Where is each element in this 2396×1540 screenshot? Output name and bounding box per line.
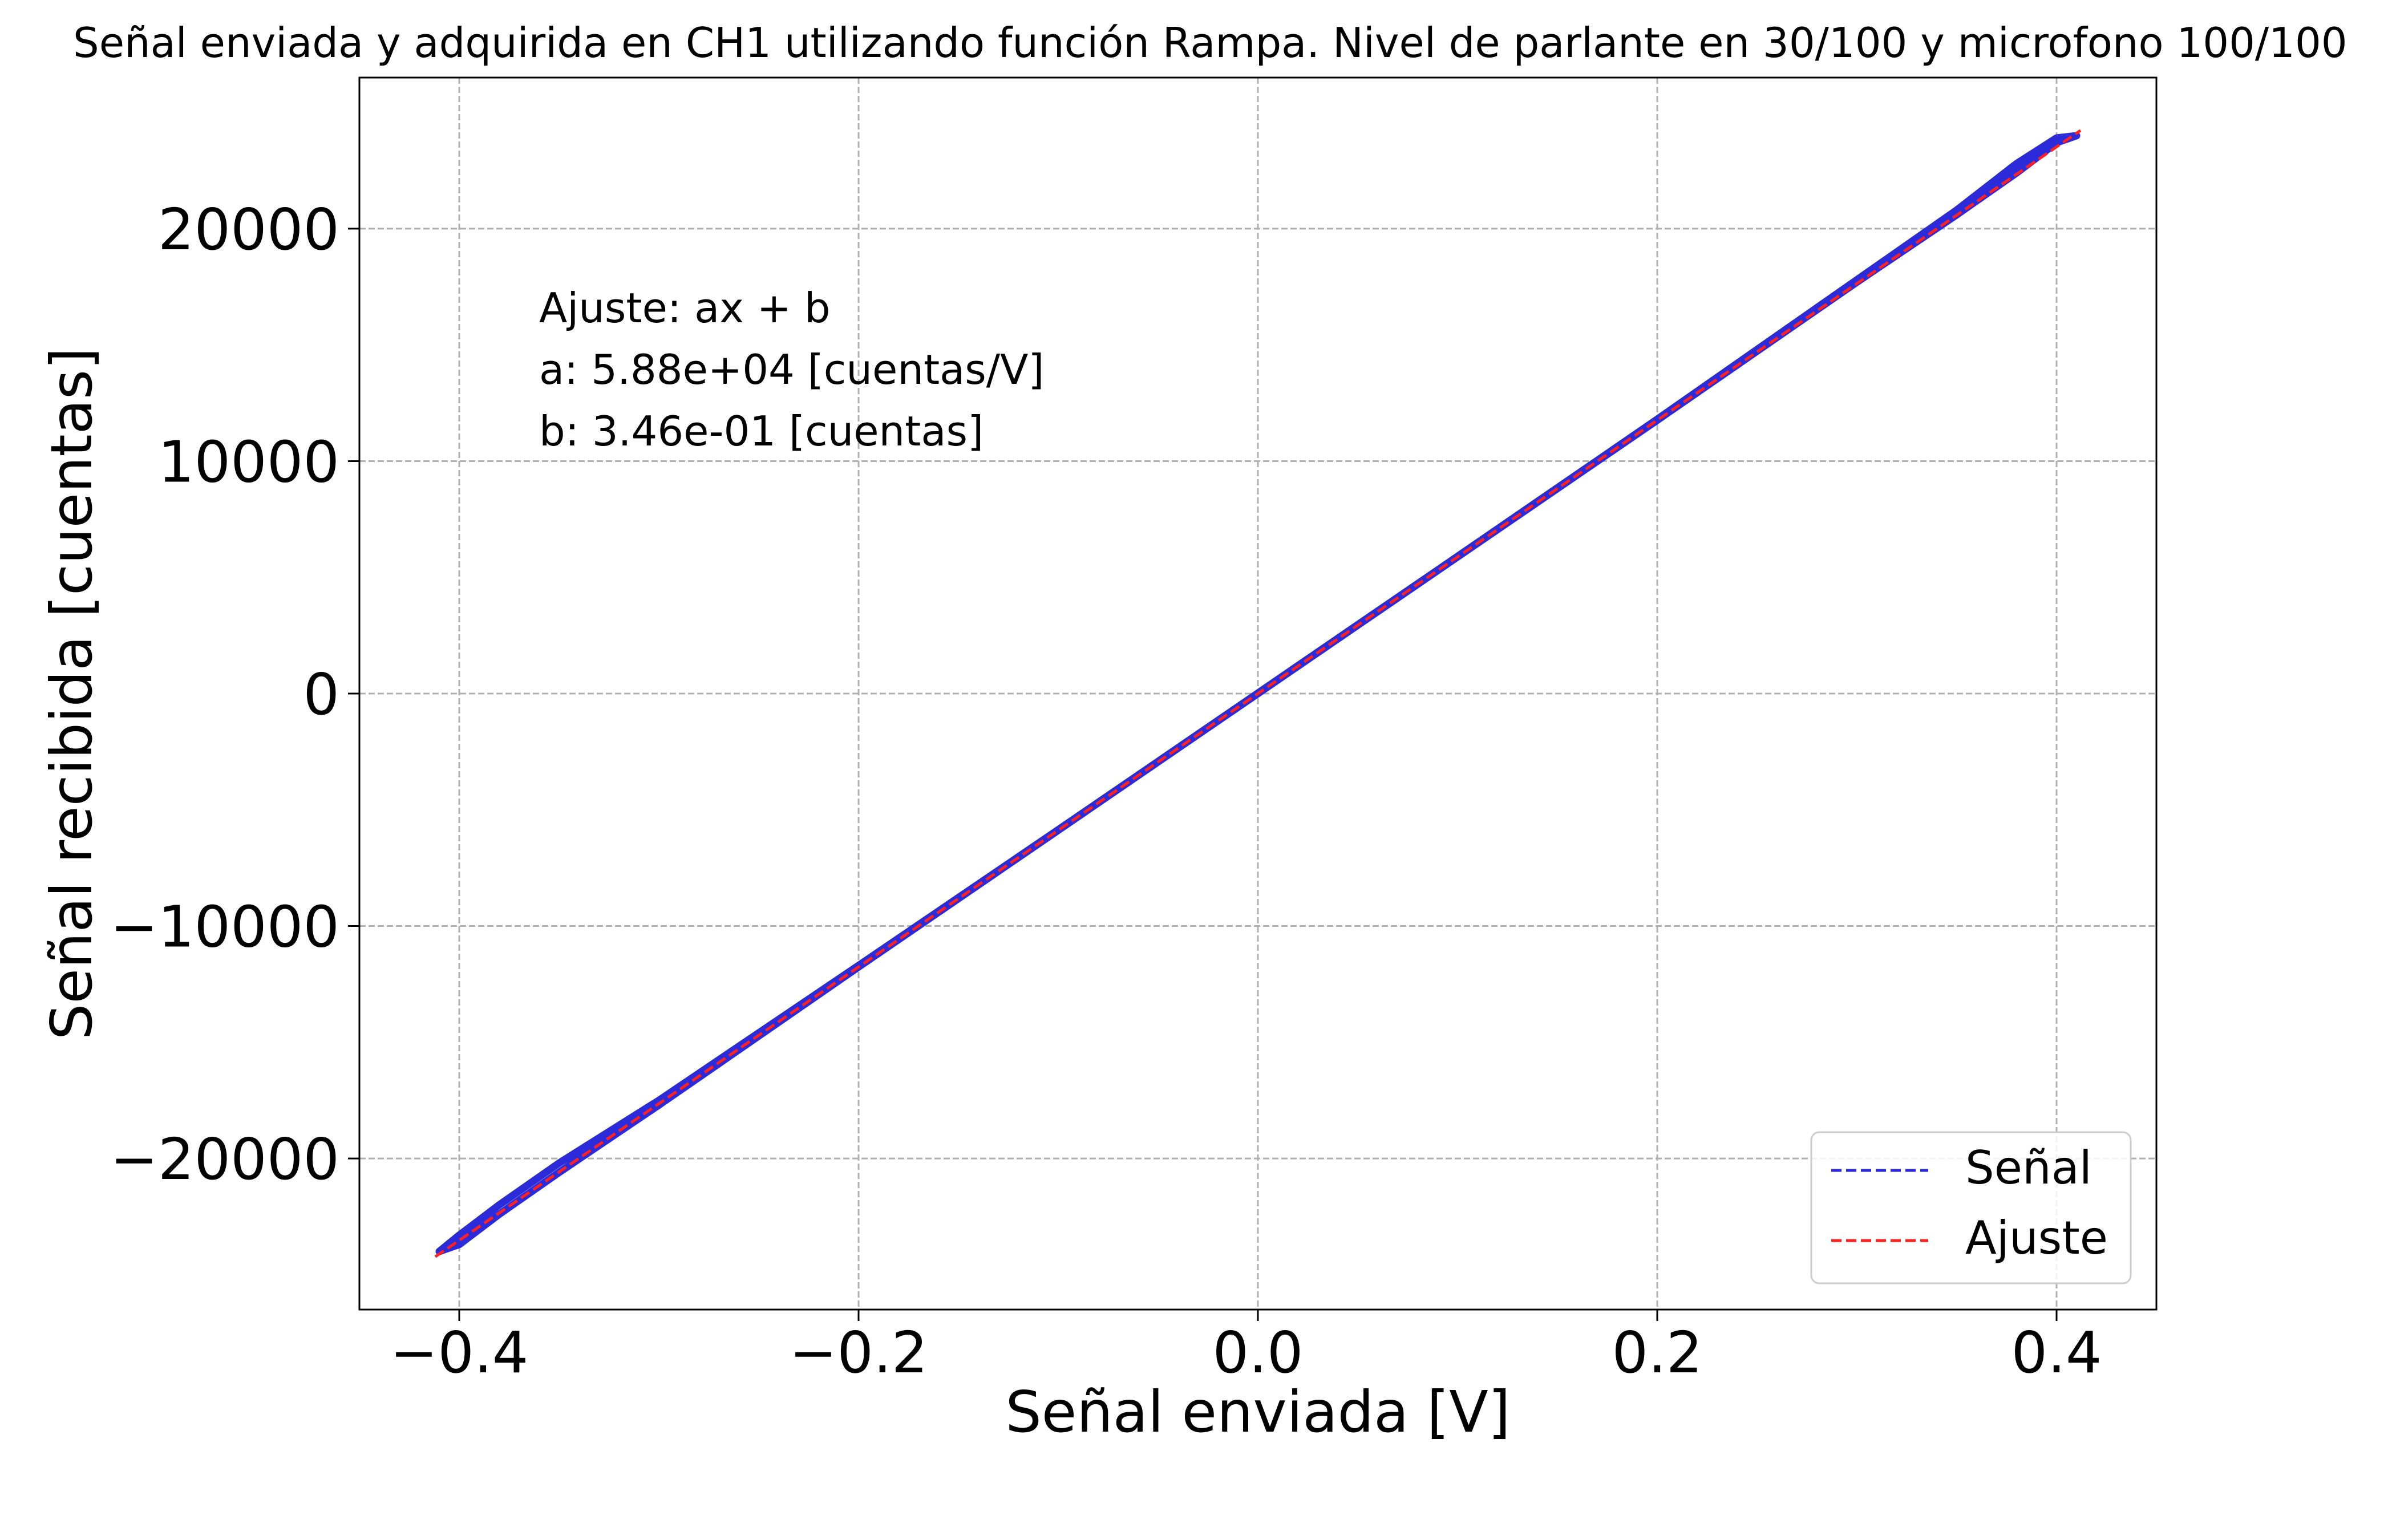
annotation-line-a: a: 5.88e+04 [cuentas/V] xyxy=(539,346,1044,394)
y-tick-label: 0 xyxy=(303,661,339,728)
legend-label-senal: Señal xyxy=(1965,1141,2092,1194)
x-tick-label: 0.4 xyxy=(2011,1319,2102,1386)
x-tick-label: 0.2 xyxy=(1612,1319,1702,1386)
y-tick-label: −20000 xyxy=(110,1126,339,1193)
axis-ticks: −0.4 −0.2 0.0 0.2 0.4 −20000 −10000 0 10000 20000 xyxy=(110,196,2102,1386)
x-axis-label: Señal enviada [V] xyxy=(1005,1379,1510,1445)
x-tick-label: −0.2 xyxy=(790,1319,928,1386)
y-axis-label: Señal recibida [cuentas] xyxy=(38,347,105,1040)
x-tick-label: 0.0 xyxy=(1212,1319,1303,1386)
series-ajuste-line xyxy=(434,129,2082,1258)
y-tick-label: 10000 xyxy=(158,428,339,495)
legend-label-ajuste: Ajuste xyxy=(1965,1211,2108,1265)
y-tick-label: −10000 xyxy=(110,894,339,961)
plot-series xyxy=(434,129,2082,1258)
legend: Señal Ajuste xyxy=(1810,1131,2132,1284)
y-tick-label: 20000 xyxy=(158,196,339,263)
fit-annotation: Ajuste: ax + b a: 5.88e+04 [cuentas/V] b… xyxy=(539,284,1044,455)
annotation-line-b: b: 3.46e-01 [cuentas] xyxy=(539,407,984,455)
annotation-line-model: Ajuste: ax + b xyxy=(539,284,831,332)
chart-title: Señal enviada y adquirida en CH1 utiliza… xyxy=(73,19,2348,67)
x-tick-label: −0.4 xyxy=(390,1319,529,1386)
